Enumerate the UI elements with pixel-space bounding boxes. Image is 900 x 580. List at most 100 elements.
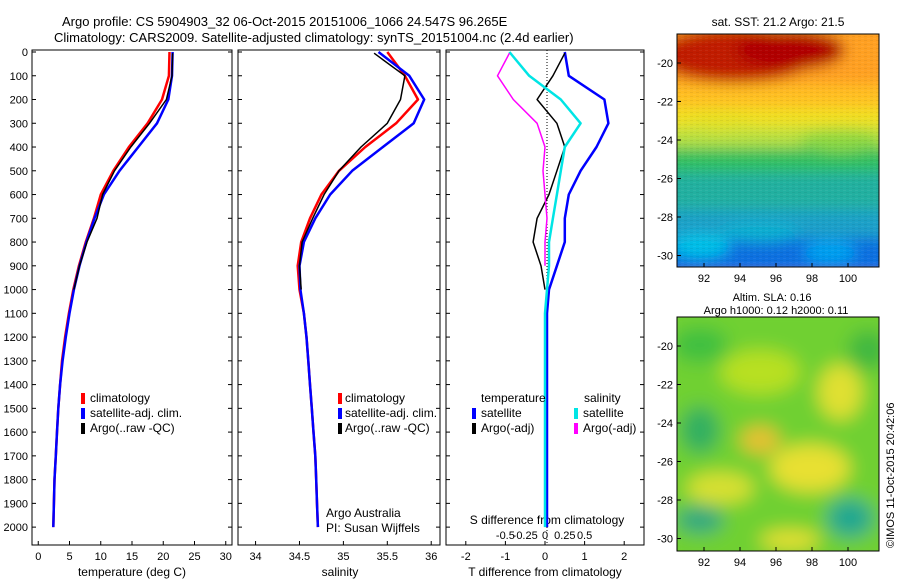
temperature-axis-label: temperature (deg C): [78, 565, 186, 579]
map-x-tick-label: 94: [734, 273, 746, 285]
temp-argo-line: [73, 53, 174, 290]
sla-map: [677, 317, 879, 551]
sal-argo-line: [298, 52, 406, 290]
copyright-stamp: ©IMOS 11-Oct-2015 20:42:06: [885, 403, 897, 548]
legend-label: Argo(-adj): [583, 421, 636, 435]
sst-map-title: sat. SST: 21.2 Argo: 21.5: [712, 15, 845, 29]
depth-tick-label: 800: [10, 237, 28, 249]
x-tick-label: 10: [95, 551, 107, 563]
x-tick-label: 1: [582, 551, 588, 563]
map-y-tick-label: -28: [657, 495, 673, 507]
sla-map-frame: [676, 316, 880, 552]
depth-tick-label: 1500: [4, 403, 28, 415]
map-y-tick-label: -28: [657, 212, 673, 224]
x-tick-label: 2: [621, 551, 627, 563]
depth-tick-label: 1200: [4, 332, 28, 344]
x-tick-label: 15: [126, 551, 138, 563]
difference-legend: temperature salinity satellite Argo(-adj…: [472, 391, 636, 435]
legend-label: climatology: [90, 391, 150, 405]
legend-swatch-t-argo: [472, 423, 476, 434]
map-x-tick-label: 98: [806, 557, 818, 569]
map-y-tick-label: -22: [657, 380, 673, 392]
legend-label: Argo(..raw -QC): [345, 421, 430, 435]
salinity-legend: climatology satellite-adj. clim. Argo(..…: [338, 391, 437, 435]
depth-tick-label: 0: [22, 47, 28, 59]
map-x-tick-label: 96: [770, 557, 782, 569]
credit-line-1: Argo Australia: [326, 506, 401, 520]
temperature-x-axis: 0 5 10 15 20 25 30: [35, 541, 232, 563]
s-diff-tick-label: 0.5: [577, 530, 592, 542]
s-diff-tick-label: -0.5: [496, 530, 515, 542]
depth-tick-label: 1800: [4, 475, 28, 487]
map-y-tick-label: -22: [657, 97, 673, 109]
depth-tick-label: 1700: [4, 451, 28, 463]
x-tick-label: 0: [542, 551, 548, 563]
legend-label: satellite: [481, 406, 522, 420]
s-diff-tick-label: -0.25: [513, 530, 538, 542]
map-x-tick-label: 96: [770, 273, 782, 285]
legend-swatch-s-argo: [574, 423, 578, 434]
legend-swatch-satellite: [338, 408, 342, 419]
x-tick-label: 34: [249, 551, 261, 563]
x-tick-label: -2: [461, 551, 471, 563]
sal-satellite-line: [298, 51, 426, 528]
map-x-tick-label: 100: [839, 273, 857, 285]
depth-tick-label: 1400: [4, 380, 28, 392]
depth-tick-label: 1900: [4, 498, 28, 510]
s-diff-tick-label: 0.25: [554, 530, 575, 542]
legend-title-temperature: temperature: [481, 391, 546, 405]
legend-swatch-satellite: [81, 408, 85, 419]
s-diff-argo-line: [496, 52, 548, 266]
x-tick-label: 35.5: [377, 551, 398, 563]
t-difference-axis-label: T difference from climatology: [468, 565, 622, 579]
map-x-tick-label: 92: [698, 273, 710, 285]
t-diff-argo-line: [532, 52, 566, 290]
map-y-tick-label: -30: [657, 251, 673, 263]
salinity-panel-frame: [237, 49, 441, 546]
map-x-tick-label: 98: [806, 273, 818, 285]
legend-label: satellite-adj. clim.: [345, 406, 437, 420]
legend-label: satellite: [583, 406, 624, 420]
legend-label: Argo(-adj): [481, 421, 534, 435]
legend-swatch-climatology: [338, 393, 342, 404]
x-tick-label: 34.5: [289, 551, 310, 563]
figure-title-line1: Argo profile: CS 5904903_32 06-Oct-2015 …: [62, 14, 508, 29]
map-x-tick-label: 100: [839, 557, 857, 569]
temp-climatology-line: [52, 51, 171, 528]
depth-tick-label: 500: [10, 166, 28, 178]
x-tick-label: 36: [425, 551, 437, 563]
map-y-tick-label: -26: [657, 457, 673, 469]
sst-map-axes: 92 94 96 98 100 -20 -22 -24 -26 -28 -30: [657, 58, 857, 285]
map-y-tick-label: -26: [657, 174, 673, 186]
x-tick-label: 0: [35, 551, 41, 563]
t-diff-satellite-line: [545, 51, 610, 528]
depth-axis: 0 100 200 300 400 500 600 700 800 900 1000 1100 1200…: [4, 47, 644, 534]
map-x-tick-label: 92: [698, 557, 710, 569]
map-y-tick-label: -20: [657, 58, 673, 70]
depth-tick-label: 900: [10, 261, 28, 273]
map-y-tick-label: -20: [657, 341, 673, 353]
depth-tick-label: 400: [10, 142, 28, 154]
legend-swatch-t-satellite: [472, 408, 476, 419]
credit-line-2: PI: Susan Wijffels: [326, 521, 420, 535]
legend-swatch-argo: [338, 423, 342, 434]
salinity-x-axis: 34 34.5 35 35.5 36: [249, 541, 437, 563]
x-tick-label: 20: [157, 551, 169, 563]
s-diff-satellite-line: [508, 51, 582, 528]
temperature-legend: climatology satellite-adj. clim. Argo(..…: [81, 391, 182, 435]
depth-tick-label: 1000: [4, 285, 28, 297]
legend-label: satellite-adj. clim.: [90, 406, 182, 420]
x-tick-label: 5: [66, 551, 72, 563]
s-diff-tick-label: 0: [542, 530, 548, 542]
sla-map-title-2: Argo h1000: 0.12 h2000: 0.11: [704, 305, 849, 317]
legend-title-salinity: salinity: [584, 391, 621, 405]
depth-tick-label: 700: [10, 213, 28, 225]
depth-tick-label: 200: [10, 95, 28, 107]
depth-tick-label: 1100: [4, 308, 28, 320]
legend-label: Argo(..raw -QC): [90, 421, 175, 435]
x-tick-label: 25: [188, 551, 200, 563]
temp-satellite-line: [52, 51, 174, 528]
x-tick-label: 30: [220, 551, 232, 563]
temperature-panel-frame: [31, 49, 233, 546]
